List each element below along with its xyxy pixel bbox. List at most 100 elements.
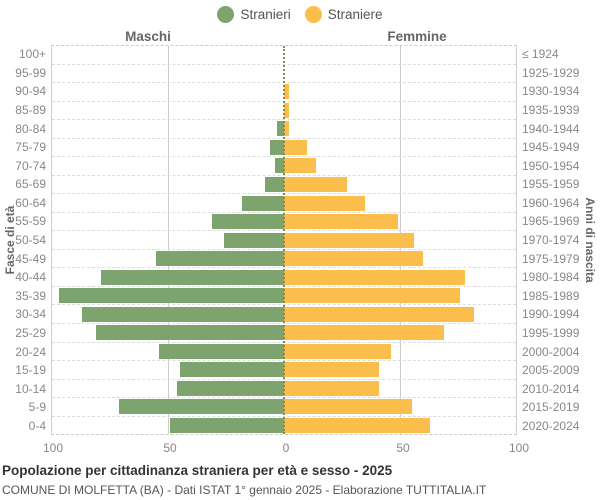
gridline-left-50 bbox=[168, 46, 169, 434]
birth-year-label-13: 1985-1989 bbox=[522, 288, 580, 303]
age-label-55-59: 55-59 bbox=[15, 214, 46, 229]
birth-year-label-6: 1950-1954 bbox=[522, 158, 580, 173]
legend-item-stranieri: Stranieri bbox=[217, 6, 291, 23]
age-label-70-74: 70-74 bbox=[15, 158, 46, 173]
birth-year-label-3: 1935-1939 bbox=[522, 103, 580, 118]
legend-label-female: Straniere bbox=[327, 7, 383, 22]
bar-male-5-9 bbox=[119, 399, 284, 415]
bar-female-25-29 bbox=[284, 325, 445, 341]
birth-year-label-2: 1930-1934 bbox=[522, 84, 580, 99]
bar-female-5-9 bbox=[284, 399, 412, 415]
birth-year-label-5: 1945-1949 bbox=[522, 140, 580, 155]
age-group-axis-labels: 100+ 95-99 90-94 85-89 80-84 75-79 70-74 65-69 6… bbox=[0, 45, 46, 435]
age-label-35-39: 35-39 bbox=[15, 288, 46, 303]
bar-male-65-69 bbox=[265, 176, 284, 192]
birth-year-label-12: 1980-1984 bbox=[522, 270, 580, 285]
female-series-color-dot-icon bbox=[304, 6, 322, 23]
bar-female-75-79 bbox=[284, 139, 308, 155]
bar-female-80-84 bbox=[284, 121, 289, 137]
birth-year-label-7: 1955-1959 bbox=[522, 177, 580, 192]
birth-year-label-10: 1970-1974 bbox=[522, 233, 580, 248]
bar-male-10-14 bbox=[177, 380, 284, 396]
age-label-25-29: 25-29 bbox=[15, 325, 46, 340]
age-label-80-84: 80-84 bbox=[15, 121, 46, 136]
x-tick-0: 0 bbox=[282, 441, 290, 455]
bar-female-60-64 bbox=[284, 195, 366, 211]
males-column-header: Maschi bbox=[125, 29, 171, 44]
bar-female-90-94 bbox=[284, 84, 289, 100]
age-label-10-14: 10-14 bbox=[15, 381, 46, 396]
age-label-5-9: 5-9 bbox=[28, 400, 46, 415]
age-label-50-54: 50-54 bbox=[15, 233, 46, 248]
birth-year-label-11: 1975-1979 bbox=[522, 251, 580, 266]
bar-male-30-34 bbox=[82, 306, 284, 322]
birth-year-label-4: 1940-1944 bbox=[522, 121, 580, 136]
x-tick-100-right: 100 bbox=[508, 441, 530, 455]
birth-year-label-14: 1990-1994 bbox=[522, 307, 580, 322]
birth-year-label-9: 1965-1969 bbox=[522, 214, 580, 229]
birth-year-label-1: 1925-1929 bbox=[522, 65, 580, 80]
bar-male-60-64 bbox=[242, 195, 284, 211]
bar-male-35-39 bbox=[58, 288, 284, 304]
bar-female-0-4 bbox=[284, 417, 431, 433]
age-label-100+: 100+ bbox=[18, 47, 46, 62]
chart-subtitle: COMUNE DI MOLFETTA (BA) - Dati ISTAT 1° … bbox=[2, 483, 487, 497]
legend-item-straniere: Straniere bbox=[304, 6, 383, 23]
age-label-30-34: 30-34 bbox=[15, 307, 46, 322]
bar-female-30-34 bbox=[284, 306, 475, 322]
male-series-color-dot-icon bbox=[217, 6, 235, 23]
birth-year-label-20: 2020-2024 bbox=[522, 418, 580, 433]
bar-male-75-79 bbox=[270, 139, 284, 155]
bar-female-50-54 bbox=[284, 232, 414, 248]
birth-year-label-18: 2010-2014 bbox=[522, 381, 580, 396]
bar-male-45-49 bbox=[156, 251, 284, 267]
chart-title: Popolazione per cittadinanza straniera p… bbox=[2, 463, 393, 478]
age-label-60-64: 60-64 bbox=[15, 195, 46, 210]
birth-year-label-15: 1995-1999 bbox=[522, 325, 580, 340]
bar-female-70-74 bbox=[284, 158, 317, 174]
x-tick-50-right: 50 bbox=[396, 441, 410, 455]
bar-female-35-39 bbox=[284, 288, 461, 304]
birth-year-label-17: 2005-2009 bbox=[522, 363, 580, 378]
age-label-40-44: 40-44 bbox=[15, 270, 46, 285]
bar-female-55-59 bbox=[284, 214, 398, 230]
bar-male-0-4 bbox=[170, 417, 284, 433]
age-label-75-79: 75-79 bbox=[15, 140, 46, 155]
center-zero-line bbox=[283, 46, 285, 434]
pyramid-row-0-4 bbox=[52, 417, 516, 435]
females-column-header: Femmine bbox=[387, 29, 447, 44]
bar-male-50-54 bbox=[223, 232, 284, 248]
pyramid-row-10-14 bbox=[52, 380, 516, 399]
bar-female-65-69 bbox=[284, 176, 347, 192]
pyramid-row-35-39 bbox=[52, 287, 516, 306]
bar-female-15-19 bbox=[284, 362, 380, 378]
pyramid-row-30-34 bbox=[52, 305, 516, 324]
age-label-0-4: 0-4 bbox=[28, 418, 46, 433]
age-label-20-24: 20-24 bbox=[15, 344, 46, 359]
bar-female-20-24 bbox=[284, 343, 391, 359]
bar-female-40-44 bbox=[284, 269, 465, 285]
age-label-90-94: 90-94 bbox=[15, 84, 46, 99]
x-tick-100-left: 100 bbox=[42, 441, 64, 455]
bar-male-20-24 bbox=[158, 343, 284, 359]
bar-male-55-59 bbox=[212, 214, 284, 230]
bar-female-10-14 bbox=[284, 380, 380, 396]
age-label-95-99: 95-99 bbox=[15, 65, 46, 80]
bar-male-70-74 bbox=[274, 158, 284, 174]
birth-year-label-0: ≤ 1924 bbox=[522, 47, 559, 62]
age-label-45-49: 45-49 bbox=[15, 251, 46, 266]
birth-year-label-19: 2015-2019 bbox=[522, 400, 580, 415]
bar-male-15-19 bbox=[179, 362, 284, 378]
age-label-85-89: 85-89 bbox=[15, 103, 46, 118]
x-tick-50-left: 50 bbox=[163, 441, 177, 455]
bar-male-80-84 bbox=[277, 121, 284, 137]
legend-label-male: Stranieri bbox=[240, 7, 291, 22]
birth-year-label-16: 2000-2004 bbox=[522, 344, 580, 359]
bar-male-40-44 bbox=[100, 269, 284, 285]
bar-male-25-29 bbox=[96, 325, 284, 341]
birth-year-label-8: 1960-1964 bbox=[522, 195, 580, 210]
bar-female-45-49 bbox=[284, 251, 424, 267]
birth-year-axis-labels: ≤ 1924 1925-1929 1930-1934 1935-1939 1940-19… bbox=[522, 45, 600, 435]
age-label-15-19: 15-19 bbox=[15, 363, 46, 378]
